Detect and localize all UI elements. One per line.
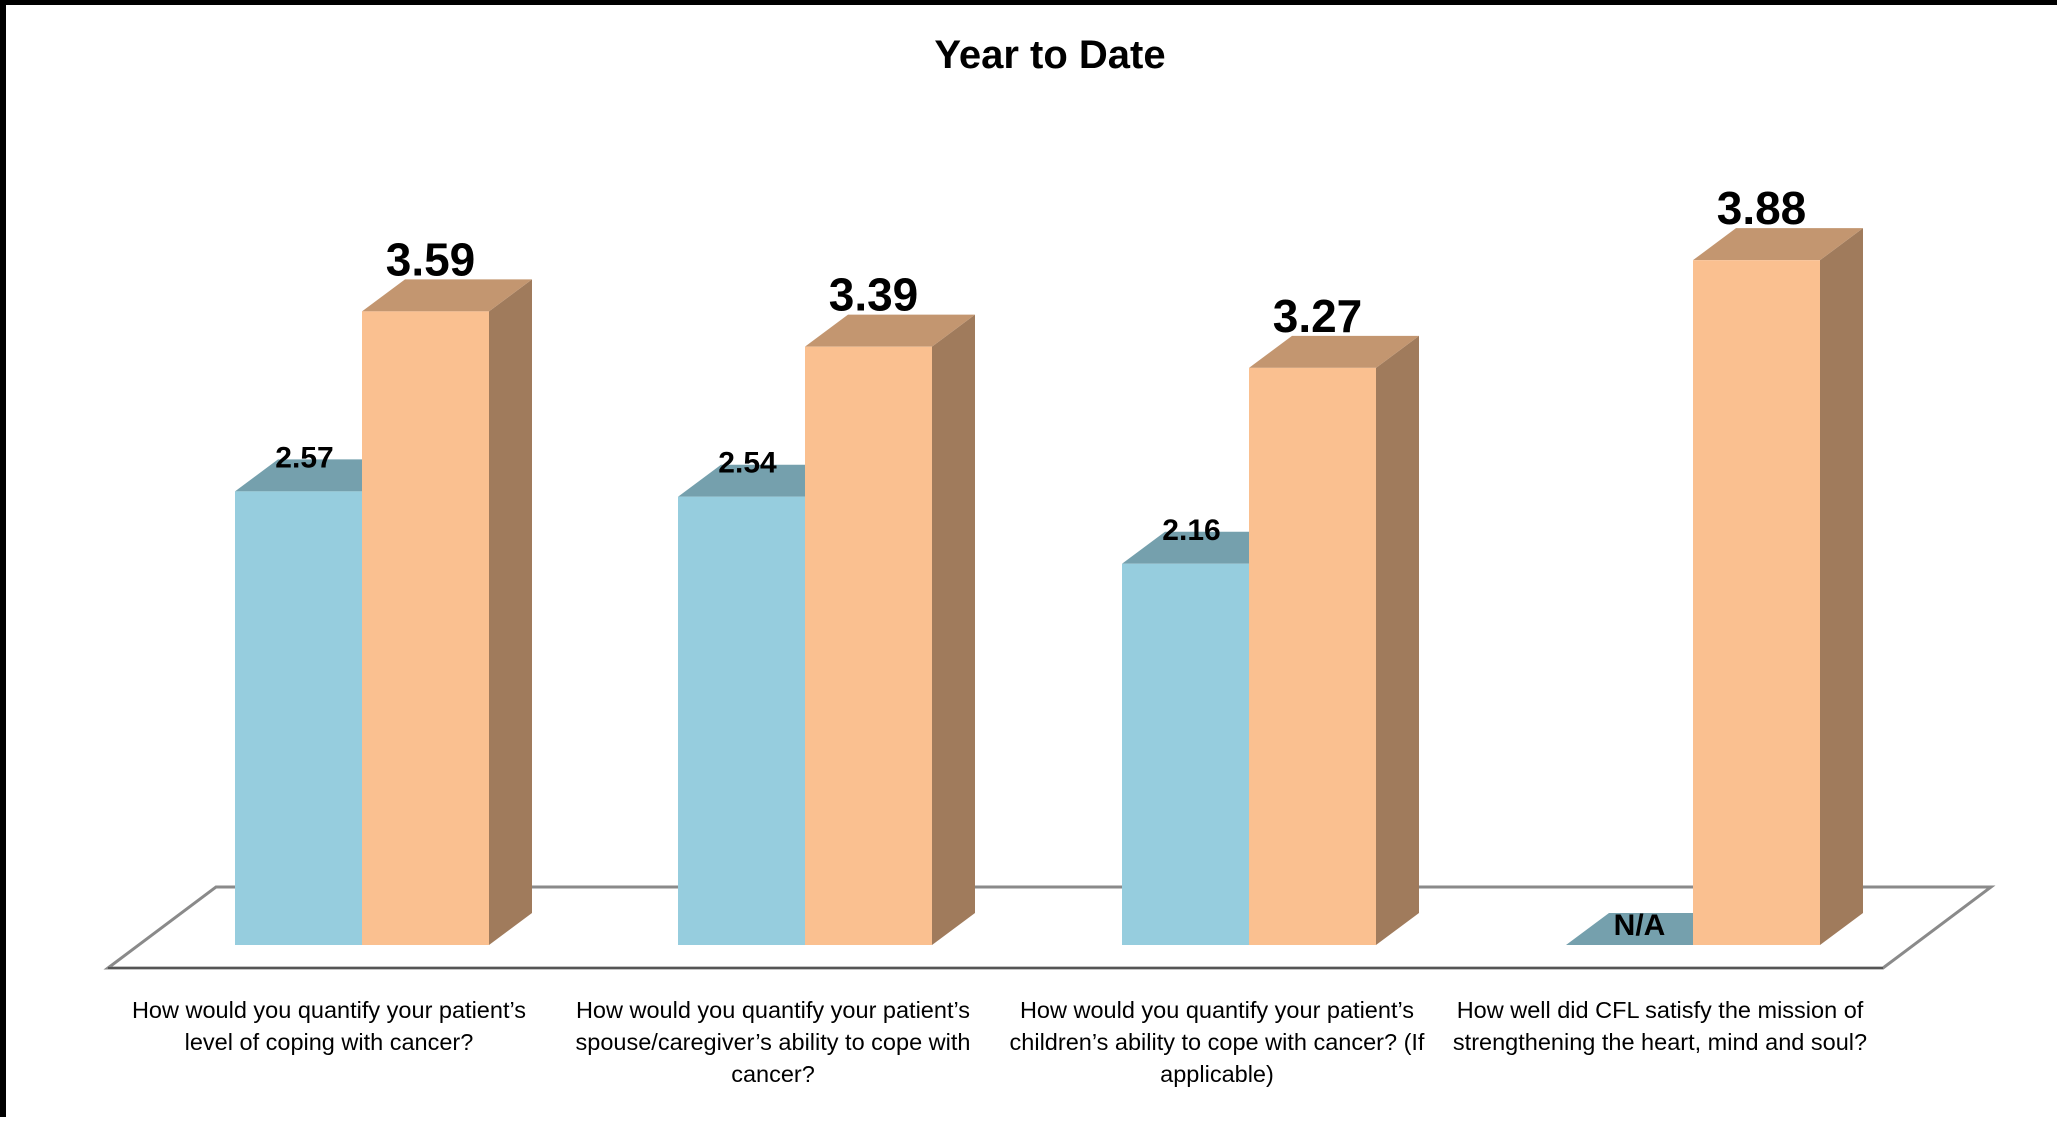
data-label-s1-3: 2.16 (1162, 514, 1220, 547)
data-label-s1-1: 2.57 (275, 441, 333, 474)
bar-s2-3 (1249, 367, 1376, 946)
bar-s2-1-side (489, 279, 532, 945)
category-label-1: How would you quantify your patient’s le… (131, 997, 527, 1055)
bar-s2-1 (362, 311, 489, 945)
data-label-s1-2: 2.54 (718, 447, 777, 480)
bar-s2-4-side (1820, 228, 1863, 945)
bar-s2-4-top (1693, 228, 1863, 261)
bar-s1-1 (235, 491, 362, 945)
category-label-2: How would you quantify your patient’s sp… (575, 997, 971, 1087)
bar-s2-3-side (1376, 335, 1419, 946)
data-label-s1-4: N/A (1614, 909, 1666, 942)
bar-s2-2-side (932, 314, 975, 945)
category-label-4: How well did CFL satisfy the mission of … (1452, 997, 1868, 1055)
data-label-s2-4: 3.88 (1717, 182, 1807, 234)
chart-title: Year to Date (934, 33, 1166, 77)
category-label-3: How would you quantify your patient’s ch… (1009, 997, 1425, 1087)
bar-s2-2 (805, 346, 932, 945)
bar-s2-2-top (805, 314, 975, 347)
data-label-s2-1: 3.59 (386, 233, 476, 285)
bar-s2-4 (1693, 260, 1820, 945)
bar-s2-1-top (362, 279, 532, 312)
data-label-s2-2: 3.39 (829, 269, 919, 321)
bar-s1-2 (678, 496, 805, 945)
chart-plot: 2.57 2.54 2.16 N/A 3.59 3.39 3.27 3.88 (103, 182, 1996, 970)
bar-s2-3-top (1249, 335, 1419, 368)
bar-s1-3 (1122, 563, 1249, 945)
data-label-s2-3: 3.27 (1273, 290, 1363, 342)
